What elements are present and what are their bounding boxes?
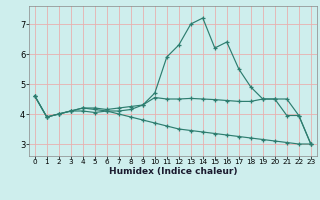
X-axis label: Humidex (Indice chaleur): Humidex (Indice chaleur) bbox=[108, 167, 237, 176]
